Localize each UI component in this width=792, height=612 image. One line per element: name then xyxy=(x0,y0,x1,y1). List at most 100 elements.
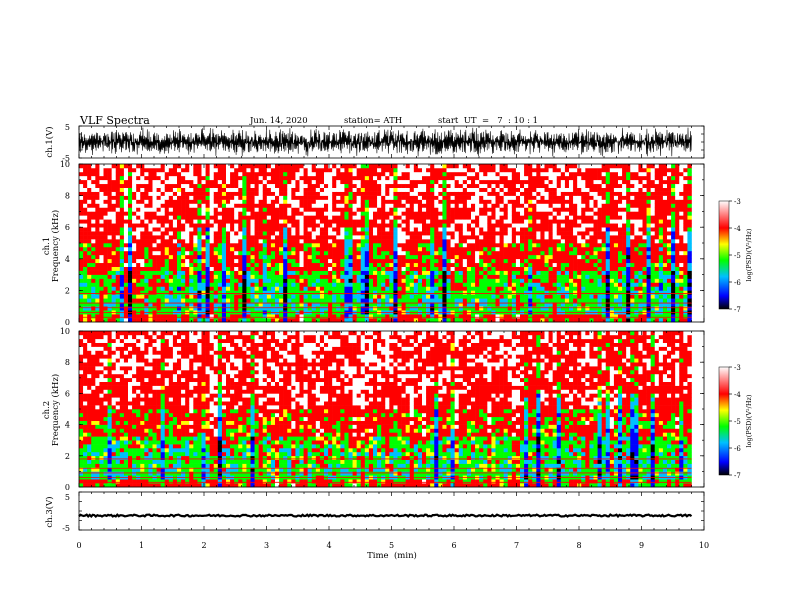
spectrogram-cell xyxy=(487,243,492,248)
spectrogram-cell xyxy=(95,239,100,244)
spectrogram-cell xyxy=(230,266,235,271)
spectrogram-cell xyxy=(332,266,337,271)
spectrogram-cell xyxy=(324,302,329,307)
spectrogram-cell xyxy=(287,187,292,192)
spectrogram-cell xyxy=(450,246,455,252)
spectrogram-cell xyxy=(507,286,513,291)
spectrogram-cell xyxy=(205,227,210,232)
spectrogram-cell xyxy=(409,290,415,295)
spectrogram-cell xyxy=(499,274,504,279)
spectrogram-cell xyxy=(201,199,206,204)
spectrogram-cell xyxy=(303,306,308,311)
spectrogram-cell xyxy=(524,179,529,185)
spectrogram-cell xyxy=(181,262,186,267)
spectrogram-cell xyxy=(152,254,157,260)
spectrogram-cell xyxy=(275,175,280,181)
spectrogram-cell xyxy=(181,207,186,212)
spectrogram-cell xyxy=(438,306,443,311)
spectrogram-cell xyxy=(446,191,451,196)
spectrogram-cell xyxy=(303,235,308,240)
spectrogram-cell xyxy=(438,187,443,192)
spectrogram-cell xyxy=(340,262,345,267)
spectrogram-cell xyxy=(291,164,296,169)
spectrogram-cell xyxy=(266,262,272,267)
spectrogram-cell xyxy=(128,199,133,204)
spectrogram-cell xyxy=(136,239,141,244)
spectrogram-cell xyxy=(307,167,313,173)
spectrogram-cell xyxy=(258,171,264,177)
spectrogram-cell xyxy=(156,262,161,267)
spectrogram-cell xyxy=(483,199,488,204)
spectrogram-cell xyxy=(279,314,284,319)
spectrogram-cell xyxy=(544,306,549,311)
spectrogram-cell xyxy=(311,199,317,204)
spectrogram-cell xyxy=(581,298,586,303)
spectrogram-cell xyxy=(454,302,460,307)
spectrogram-cell xyxy=(287,290,292,295)
spectrogram-cell xyxy=(483,246,488,252)
spectrogram-cell xyxy=(181,227,186,232)
spectrogram-cell xyxy=(483,191,488,196)
spectrogram-cell xyxy=(152,306,157,311)
spectrogram-cell xyxy=(295,258,300,264)
spectrogram-cell xyxy=(495,164,500,169)
spectrogram-cell xyxy=(172,235,178,240)
spectrogram-cell xyxy=(385,199,390,204)
spectrogram-cell xyxy=(564,294,570,299)
spectrogram-cell xyxy=(128,250,133,256)
spectrogram-cell xyxy=(83,318,88,323)
spectrogram-cell xyxy=(217,191,223,196)
spectrogram-cell xyxy=(315,239,321,244)
spectrogram-cell xyxy=(405,286,411,291)
spectrogram-cell xyxy=(258,250,264,256)
spectrogram-cell xyxy=(99,239,104,244)
spectrogram-cell xyxy=(283,290,288,295)
spectrogram-cell xyxy=(295,231,300,236)
spectrogram-cell xyxy=(152,187,157,192)
spectrogram-cell xyxy=(491,282,496,287)
spectrogram-cell xyxy=(479,215,484,220)
spectrogram-cell xyxy=(99,171,104,177)
spectrogram-cell xyxy=(250,254,255,260)
spectrogram-cell xyxy=(352,266,357,271)
spectrogram-cell xyxy=(405,219,411,224)
spectrogram-cell xyxy=(193,278,198,283)
spectrogram-cell xyxy=(483,231,488,236)
spectrogram-cell xyxy=(152,239,157,244)
spectrogram-cell xyxy=(483,207,488,212)
spectrogram-cell xyxy=(581,246,586,252)
spectrogram-cell xyxy=(246,219,251,224)
spectrogram-cell xyxy=(503,298,509,303)
spectrogram-cell xyxy=(140,266,145,271)
spectrogram-cell xyxy=(389,175,394,181)
spectrogram-cell xyxy=(230,246,235,252)
spectrogram-cell xyxy=(348,262,353,267)
spectrogram-cell xyxy=(499,278,504,283)
spectrogram-cell xyxy=(262,187,268,192)
spectrogram-cell xyxy=(381,191,386,196)
spectrogram-cell xyxy=(336,223,341,228)
spectrogram-cell xyxy=(569,243,574,248)
spectrogram-cell xyxy=(303,274,308,279)
spectrogram-cell xyxy=(462,290,468,295)
spectrogram-cell xyxy=(515,164,521,169)
spectrogram-cell xyxy=(242,246,247,252)
spectrogram-cell xyxy=(315,318,321,323)
spectrogram-cell xyxy=(266,175,272,181)
spectrogram-cell xyxy=(283,223,288,228)
spectrogram-cell xyxy=(193,235,198,240)
spectrogram-cell xyxy=(91,254,96,260)
spectrogram-cell xyxy=(128,167,133,173)
spectrogram-cell xyxy=(136,286,141,291)
spectrogram-cell xyxy=(172,306,178,311)
spectrogram-cell xyxy=(340,171,345,177)
spectrogram-cell xyxy=(242,211,247,216)
spectrogram-cell xyxy=(417,183,423,188)
spectrogram-cell xyxy=(520,246,525,252)
spectrogram-cell xyxy=(373,207,378,212)
spectrogram-cell xyxy=(560,286,566,291)
spectrogram-cell xyxy=(193,199,198,204)
spectrogram-cell xyxy=(291,215,296,220)
spectrogram-cell xyxy=(123,171,129,177)
spectrogram-cell xyxy=(491,207,496,212)
